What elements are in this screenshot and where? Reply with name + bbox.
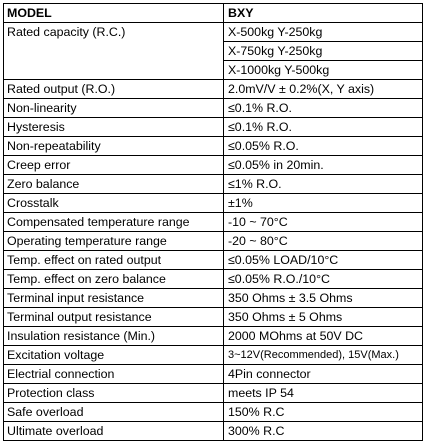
spec-label: Protection class <box>3 383 224 403</box>
spec-label: Terminal output resistance <box>3 307 224 327</box>
spec-label: Zero balance <box>3 174 224 194</box>
spec-row: Compensated temperature range -10 ~ 70°C <box>3 212 423 232</box>
spec-value: 3~12V(Recommended), 15V(Max.) <box>223 345 423 365</box>
spec-row: Crosstalk ±1% <box>3 193 423 213</box>
spec-value: 2.0mV/V ± 0.2%(X, Y axis) <box>223 79 423 99</box>
spec-row: Insulation resistance (Min.) 2000 MOhms a… <box>3 326 423 346</box>
spec-row: Electrial connection 4Pin connector <box>3 364 423 384</box>
spec-label: Crosstalk <box>3 193 224 213</box>
spec-value: meets IP 54 <box>223 383 423 403</box>
spec-row: Non-repeatability ≤0.05% R.O. <box>3 136 423 156</box>
spec-value: 150% R.C <box>223 402 423 422</box>
spec-label: Terminal input resistance <box>3 288 224 308</box>
spec-value: ≤0.1% R.O. <box>223 98 423 118</box>
spec-label: Excitation voltage <box>3 345 224 365</box>
spec-value: ±1% <box>223 193 423 213</box>
spec-value: ≤0.05% R.O./10°C <box>223 269 423 289</box>
spec-value: -10 ~ 70°C <box>223 212 423 232</box>
spec-label: Temp. effect on rated output <box>3 250 224 270</box>
spec-row: Creep error ≤0.05% in 20min. <box>3 155 423 175</box>
spec-row: Protection class meets IP 54 <box>3 383 423 403</box>
spec-row: Temp. effect on zero balance ≤0.05% R.O./… <box>3 269 423 289</box>
spec-value: ≤0.05% in 20min. <box>223 155 423 175</box>
spec-value: 350 Ohms ± 5 Ohms <box>223 307 423 327</box>
header-row: MODEL BXY <box>3 3 423 23</box>
spec-label: Compensated temperature range <box>3 212 224 232</box>
spec-value: 2000 MOhms at 50V DC <box>223 326 423 346</box>
spec-value: ≤0.1% R.O. <box>223 117 423 137</box>
spec-row: Terminal input resistance 350 Ohms ± 3.5 … <box>3 288 423 308</box>
spec-value: 300% R.C <box>223 421 423 441</box>
spec-label: Hysteresis <box>3 117 224 137</box>
spec-row: Zero balance ≤1% R.O. <box>3 174 423 194</box>
spec-value: ≤0.05% R.O. <box>223 136 423 156</box>
spec-label: Insulation resistance (Min.) <box>3 326 224 346</box>
header-cell: MODEL <box>3 3 224 23</box>
spec-row: Temp. effect on rated output ≤0.05% LOAD/… <box>3 250 423 270</box>
spec-value: 4Pin connector <box>223 364 423 384</box>
spec-row: Operating temperature range -20 ~ 80°C <box>3 231 423 251</box>
spec-value: X-500kg Y-250kg <box>223 22 423 42</box>
spec-row: Terminal output resistance 350 Ohms ± 5 O… <box>3 307 423 327</box>
spec-table: MODEL BXY Rated capacity (R.C.) X-500kg Y… <box>3 3 423 441</box>
spec-label: Non-repeatability <box>3 136 224 156</box>
spec-label: Electrial connection <box>3 364 224 384</box>
spec-label: Creep error <box>3 155 224 175</box>
spec-label: Temp. effect on zero balance <box>3 269 224 289</box>
spec-row: Rated capacity (R.C.) X-500kg Y-250kg <box>3 22 423 80</box>
spec-row: Rated output (R.O.) 2.0mV/V ± 0.2%(X, Y a… <box>3 79 423 99</box>
spec-label: Rated output (R.O.) <box>3 79 224 99</box>
spec-value: ≤0.05% LOAD/10°C <box>223 250 423 270</box>
spec-label: Safe overload <box>3 402 224 422</box>
spec-row: Non-linearity ≤0.1% R.O. <box>3 98 423 118</box>
spec-value: 350 Ohms ± 3.5 Ohms <box>223 288 423 308</box>
spec-row: Hysteresis ≤0.1% R.O. <box>3 117 423 137</box>
spec-label: Ultimate overload <box>3 421 224 441</box>
spec-label: Operating temperature range <box>3 231 224 251</box>
spec-value: ≤1% R.O. <box>223 174 423 194</box>
spec-value: X-750kg Y-250kg <box>223 41 423 61</box>
spec-label: Non-linearity <box>3 98 224 118</box>
header-cell: BXY <box>223 3 423 23</box>
spec-row: Excitation voltage 3~12V(Recommended), 15… <box>3 345 423 365</box>
spec-row: Safe overload 150% R.C <box>3 402 423 422</box>
spec-value: X-1000kg Y-500kg <box>223 60 423 80</box>
spec-row: Ultimate overload 300% R.C <box>3 421 423 441</box>
spec-label: Rated capacity (R.C.) <box>3 22 224 80</box>
spec-value: -20 ~ 80°C <box>223 231 423 251</box>
